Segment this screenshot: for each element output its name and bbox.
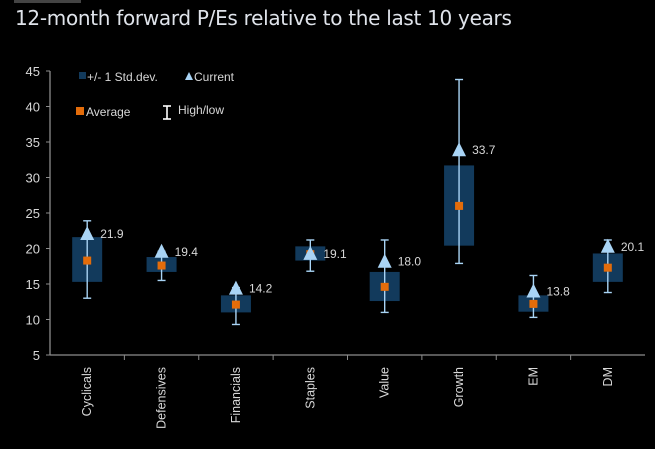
legend-std-label: +/- 1 Std.dev. — [87, 70, 158, 84]
current-marker — [600, 238, 615, 253]
current-value-label: 33.7 — [472, 143, 496, 157]
current-value-label: 20.1 — [621, 240, 645, 254]
average-marker — [157, 261, 166, 270]
current-marker — [80, 226, 95, 241]
average-marker — [603, 263, 612, 272]
legend-average-label: Average — [86, 105, 131, 119]
x-category-label: Value — [378, 367, 392, 398]
legend-std-swatch — [79, 72, 86, 79]
y-tick-label: 25 — [26, 206, 40, 221]
average-marker — [83, 256, 92, 265]
current-marker — [452, 142, 467, 157]
x-category-label: Staples — [303, 367, 317, 409]
current-value-label: 13.8 — [546, 285, 570, 299]
legend-current-swatch — [185, 72, 193, 80]
current-value-label: 14.2 — [249, 282, 273, 296]
current-value-label: 19.1 — [323, 247, 347, 261]
y-tick-label: 10 — [26, 313, 40, 328]
current-value-label: 19.4 — [175, 245, 199, 259]
average-marker — [529, 299, 538, 308]
current-value-label: 21.9 — [100, 227, 124, 241]
x-category-label: EM — [526, 367, 540, 386]
y-axis: 5 10 15 20 25 30 35 40 45 — [26, 64, 51, 363]
current-value-label: 18.0 — [398, 255, 422, 269]
y-tick-label: 20 — [26, 242, 40, 257]
y-tick-label: 15 — [26, 277, 40, 292]
average-marker — [380, 282, 389, 291]
current-marker — [377, 253, 392, 268]
chart-marks: 21.9 19.4 14.2 19.1 18.0 33.7 13.8 20.1 — [72, 78, 645, 326]
chart-title: 12-month forward P/Es relative to the la… — [15, 6, 512, 30]
y-tick-label: 40 — [26, 100, 40, 115]
y-tick-label: 35 — [26, 135, 40, 150]
x-category-label: Defensives — [155, 367, 169, 429]
y-tick-label: 5 — [33, 348, 40, 363]
legend-highlow-swatch — [163, 105, 171, 120]
x-category-label: Cyclicals — [80, 367, 94, 416]
average-marker — [455, 201, 464, 210]
current-marker — [228, 280, 243, 295]
current-marker — [526, 283, 541, 298]
legend-highlow-label: High/low — [178, 103, 224, 117]
x-category-label: Growth — [452, 367, 466, 407]
x-axis: Cyclicals Defensives Financials Staples Valu… — [50, 354, 645, 429]
y-tick-label: 30 — [26, 171, 40, 186]
current-marker — [303, 245, 318, 260]
average-marker — [231, 300, 240, 309]
y-tick-label: 45 — [26, 64, 40, 79]
x-category-label: Financials — [229, 367, 243, 423]
current-marker — [154, 243, 169, 258]
x-category-label: DM — [601, 367, 615, 386]
header-accent-bar — [14, 0, 81, 3]
legend: +/- 1 Std.dev. Current Average High/low — [76, 70, 235, 120]
legend-average-swatch — [76, 107, 84, 115]
legend-current-label: Current — [194, 70, 235, 84]
